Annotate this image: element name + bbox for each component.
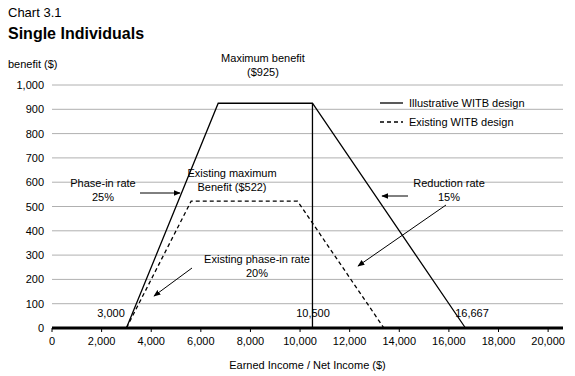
- reference-line: [312, 103, 313, 328]
- series-line: [126, 201, 383, 328]
- annotation: 3,000: [97, 307, 125, 319]
- annotation-arrow: [382, 196, 408, 197]
- legend-line: [380, 102, 403, 103]
- grid-line: [52, 85, 563, 86]
- grid-line: [52, 279, 563, 280]
- x-tick-label: 2,000: [88, 335, 116, 347]
- annotation: 10,500: [296, 307, 330, 319]
- annotation: 20%: [246, 267, 268, 279]
- y-tick-label: 0: [38, 322, 44, 334]
- grid-line: [52, 328, 563, 329]
- y-tick-label: 300: [26, 249, 44, 261]
- annotation: Existing phase-in rate: [204, 253, 310, 265]
- x-tick-label: 10,000: [283, 335, 317, 347]
- annotation: 16,667: [455, 307, 489, 319]
- y-axis-label: benefit ($): [8, 58, 58, 70]
- x-tick-label: 0: [49, 335, 55, 347]
- annotation-arrow: [140, 193, 180, 194]
- series-line: [126, 103, 465, 328]
- y-tick-label: 1,000: [16, 79, 44, 91]
- x-tick-label: 12,000: [333, 335, 367, 347]
- grid-line: [52, 157, 563, 158]
- annotation: ($925): [247, 66, 279, 78]
- grid-line: [52, 133, 563, 134]
- grid-line: [52, 230, 563, 231]
- x-tick-label: 8,000: [237, 335, 265, 347]
- series-group: [126, 103, 465, 328]
- x-tick-label: 4,000: [137, 335, 165, 347]
- annotation: 15%: [438, 191, 460, 203]
- x-tick-label: 16,000: [432, 335, 466, 347]
- annotation: 25%: [92, 191, 114, 203]
- legend-label: Illustrative WITB design: [409, 97, 525, 109]
- subtitle: Single Individuals: [8, 25, 144, 42]
- annotation: Phase-in rate: [70, 177, 135, 189]
- title: Chart 3.1: [8, 5, 61, 20]
- x-axis-line: [52, 327, 563, 330]
- y-tick-label: 700: [26, 152, 44, 164]
- y-tick-label: 800: [26, 128, 44, 140]
- grid-line: [52, 303, 563, 304]
- annotation: Existing maximum: [187, 167, 276, 179]
- legend-line: [380, 121, 403, 122]
- annotation-arrow: [358, 205, 446, 266]
- annotation: Benefit ($522): [197, 181, 266, 193]
- x-axis-label: Earned Income / Net Income ($): [229, 359, 386, 371]
- x-tick-label: 18,000: [482, 335, 516, 347]
- annotation: Maximum benefit: [221, 52, 305, 64]
- grid-line: [52, 206, 563, 207]
- chart: Chart 3.1 Single Individuals benefit ($) Ea…: [0, 0, 575, 376]
- y-tick-label: 200: [26, 273, 44, 285]
- y-tick-label: 500: [26, 201, 44, 213]
- y-tick-label: 100: [26, 298, 44, 310]
- x-tick-label: 20,000: [531, 335, 565, 347]
- annotation-arrow: [154, 268, 192, 296]
- x-tick-label: 14,000: [382, 335, 416, 347]
- y-tick-label: 400: [26, 225, 44, 237]
- legend-label: Existing WITB design: [409, 116, 514, 128]
- y-tick-label: 900: [26, 103, 44, 115]
- x-tick-label: 6,000: [187, 335, 215, 347]
- annotation: Reduction rate: [413, 177, 485, 189]
- y-tick-label: 600: [26, 176, 44, 188]
